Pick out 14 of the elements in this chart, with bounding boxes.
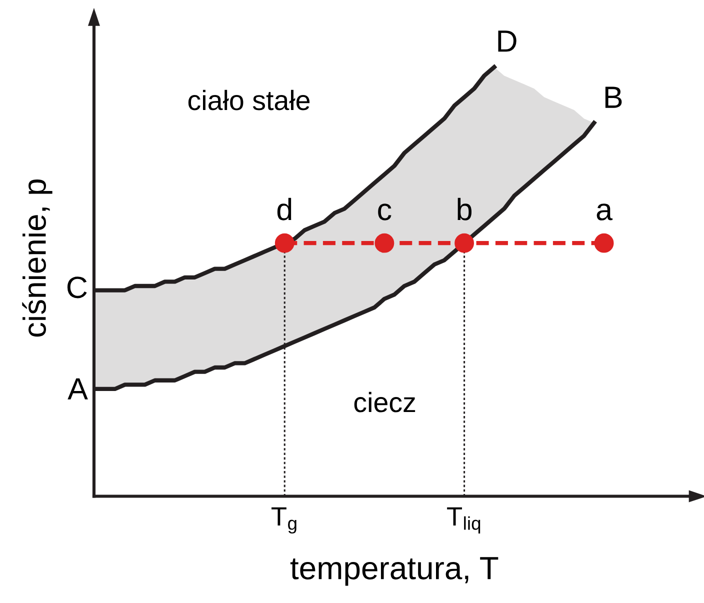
text: D bbox=[498, 30, 516, 52]
annotation: c bbox=[378, 204, 392, 220]
y-axis-title: ciśnienie, p bbox=[22, 180, 52, 337]
annotation: d bbox=[277, 198, 292, 220]
annotation: B bbox=[605, 86, 622, 108]
text: A bbox=[68, 378, 88, 400]
x-tick-label: T$_{g}$ bbox=[271, 507, 296, 534]
annotation: ciecz bbox=[354, 392, 416, 412]
annotation: ciało stałe bbox=[188, 90, 310, 110]
text: C bbox=[67, 276, 87, 298]
annotation: a bbox=[596, 204, 613, 220]
x-tick-label: T$_{liq}$ bbox=[447, 507, 480, 534]
x-axis-title: temperatura, T bbox=[290, 557, 498, 586]
annotation: b bbox=[458, 198, 472, 220]
